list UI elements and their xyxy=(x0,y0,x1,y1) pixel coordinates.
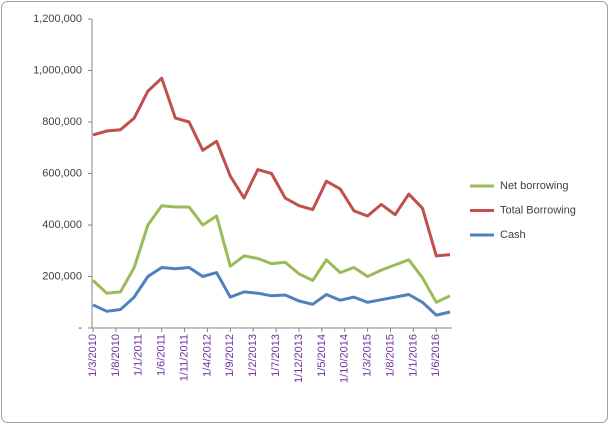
y-tick-label: 1,000,000 xyxy=(33,64,82,76)
line-series xyxy=(91,204,451,304)
line-series xyxy=(92,76,451,258)
y-tick-label: - xyxy=(78,322,82,334)
x-tick-label: 1/1/2016 xyxy=(407,334,419,377)
y-tick-label: 200,000 xyxy=(42,270,82,282)
x-tick-label: 1/12/2013 xyxy=(293,334,305,383)
y-tick-label: 400,000 xyxy=(42,219,82,231)
x-tick-label: 1/3/2015 xyxy=(362,334,374,377)
x-tick-label: 1/8/2010 xyxy=(110,334,122,377)
line-series xyxy=(92,266,451,317)
x-tick-label: 1/11/2011 xyxy=(178,334,190,381)
x-tick-label: 1/6/2016 xyxy=(430,334,442,377)
y-tick-label: 1,200,000 xyxy=(33,13,82,25)
x-tick-label: 1/5/2014 xyxy=(316,334,328,377)
y-tick-label: 800,000 xyxy=(42,116,82,128)
x-tick-label: 1/2/2013 xyxy=(247,334,259,377)
legend-label: Net borrowing xyxy=(500,180,568,192)
x-tick-label: 1/9/2012 xyxy=(224,334,236,377)
legend-label: Total Borrowing xyxy=(500,204,576,216)
x-tick-label: 1/4/2012 xyxy=(201,334,213,377)
x-tick-label: 1/3/2010 xyxy=(87,334,99,377)
legend-label: Cash xyxy=(500,229,526,241)
x-tick-label: 1/10/2014 xyxy=(339,334,351,383)
y-tick-label: 600,000 xyxy=(42,167,82,179)
x-tick-label: 1/8/2015 xyxy=(384,334,396,377)
x-tick-label: 1/7/2013 xyxy=(270,334,282,377)
x-tick-label: 1/6/2011 xyxy=(156,334,168,376)
x-tick-label: 1/1/2011 xyxy=(133,334,145,376)
